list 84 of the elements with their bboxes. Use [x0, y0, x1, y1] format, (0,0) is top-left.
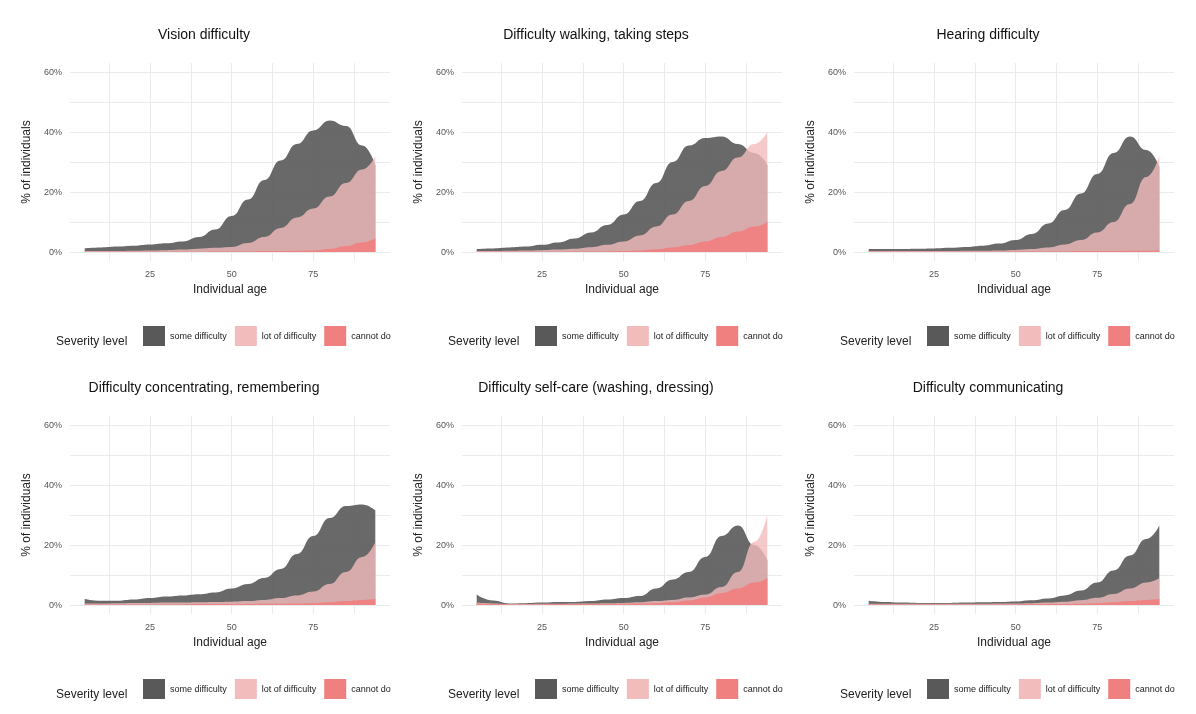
y-tick-label: 60%	[435, 67, 454, 77]
legend-label: some difficulty	[954, 331, 1012, 341]
y-axis-title: % of individuals	[411, 120, 425, 204]
y-tick-label: 40%	[827, 480, 846, 490]
legend-title: Severity level	[840, 334, 912, 348]
y-axis-title: % of individuals	[803, 473, 817, 557]
y-tick-label: 0%	[48, 600, 62, 610]
legend-label: cannot do	[743, 331, 783, 341]
x-tick-label: 75	[1092, 621, 1103, 632]
legend-label: lot of difficulty	[1045, 331, 1101, 341]
legend-title: Severity level	[448, 687, 520, 701]
y-tick-label: 20%	[435, 540, 454, 550]
chart-title: Vision difficulty	[157, 26, 251, 42]
legend-label: lot of difficulty	[653, 331, 709, 341]
x-tick-label: 75	[308, 268, 319, 279]
x-tick-label: 75	[700, 621, 711, 632]
legend-title: Severity level	[56, 687, 128, 701]
x-axis-title: Individual age	[584, 282, 660, 296]
y-axis-title: % of individuals	[19, 473, 33, 557]
y-tick-label: 40%	[827, 127, 846, 137]
chart-title: Hearing difficulty	[936, 26, 1040, 42]
legend-label: some difficulty	[562, 331, 620, 341]
x-tick-label: 25	[536, 621, 548, 632]
y-axis-title: % of individuals	[803, 120, 817, 204]
x-axis-title: Individual age	[584, 635, 660, 649]
legend-label: some difficulty	[170, 331, 228, 341]
legend-title: Severity level	[56, 334, 128, 348]
legend-label: cannot do	[351, 684, 391, 694]
y-tick-label: 60%	[827, 67, 846, 77]
chart-title: Difficulty concentrating, remembering	[88, 379, 320, 395]
legend-label: lot of difficulty	[653, 684, 709, 694]
x-tick-label: 25	[928, 621, 940, 632]
y-tick-label: 40%	[43, 127, 62, 137]
x-tick-label: 75	[308, 621, 319, 632]
x-axis-title: Individual age	[192, 635, 268, 649]
y-tick-label: 20%	[827, 187, 846, 197]
y-tick-label: 0%	[832, 247, 846, 257]
y-tick-label: 60%	[43, 420, 62, 430]
y-tick-label: 20%	[435, 187, 454, 197]
y-tick-label: 60%	[43, 67, 62, 77]
x-tick-label: 50	[226, 268, 237, 279]
y-tick-label: 60%	[435, 420, 454, 430]
y-axis-title: % of individuals	[411, 473, 425, 557]
x-tick-label: 50	[1010, 621, 1021, 632]
legend-label: cannot do	[351, 331, 391, 341]
y-tick-label: 20%	[43, 540, 62, 550]
legend-title: Severity level	[840, 687, 912, 701]
y-tick-label: 40%	[43, 480, 62, 490]
y-tick-label: 0%	[440, 600, 454, 610]
y-tick-label: 0%	[440, 247, 454, 257]
x-tick-label: 25	[144, 268, 156, 279]
legend-label: cannot do	[743, 684, 783, 694]
y-tick-label: 0%	[832, 600, 846, 610]
x-tick-label: 25	[144, 621, 156, 632]
x-tick-label: 75	[700, 268, 711, 279]
y-tick-label: 0%	[48, 247, 62, 257]
x-axis-title: Individual age	[192, 282, 268, 296]
x-tick-label: 50	[1010, 268, 1021, 279]
y-tick-label: 40%	[435, 127, 454, 137]
x-axis-title: Individual age	[976, 282, 1052, 296]
legend-label: some difficulty	[954, 684, 1012, 694]
y-tick-label: 20%	[43, 187, 62, 197]
legend-label: lot of difficulty	[1045, 684, 1101, 694]
chart-title: Difficulty walking, taking steps	[503, 26, 689, 42]
x-tick-label: 75	[1092, 268, 1103, 279]
legend-label: lot of difficulty	[261, 331, 317, 341]
y-tick-label: 20%	[827, 540, 846, 550]
legend-label: cannot do	[1135, 331, 1175, 341]
legend-label: cannot do	[1135, 684, 1175, 694]
x-tick-label: 50	[618, 621, 629, 632]
legend-label: lot of difficulty	[261, 684, 317, 694]
x-tick-label: 50	[618, 268, 629, 279]
chart-title: Difficulty communicating	[912, 379, 1064, 395]
y-tick-label: 40%	[435, 480, 454, 490]
y-axis-title: % of individuals	[19, 120, 33, 204]
x-tick-label: 25	[536, 268, 548, 279]
legend-label: some difficulty	[170, 684, 228, 694]
chart-title: Difficulty self-care (washing, dressing)	[478, 379, 714, 395]
x-axis-title: Individual age	[976, 635, 1052, 649]
x-tick-label: 25	[928, 268, 940, 279]
legend-label: some difficulty	[562, 684, 620, 694]
legend-title: Severity level	[448, 334, 520, 348]
x-tick-label: 50	[226, 621, 237, 632]
y-tick-label: 60%	[827, 420, 846, 430]
